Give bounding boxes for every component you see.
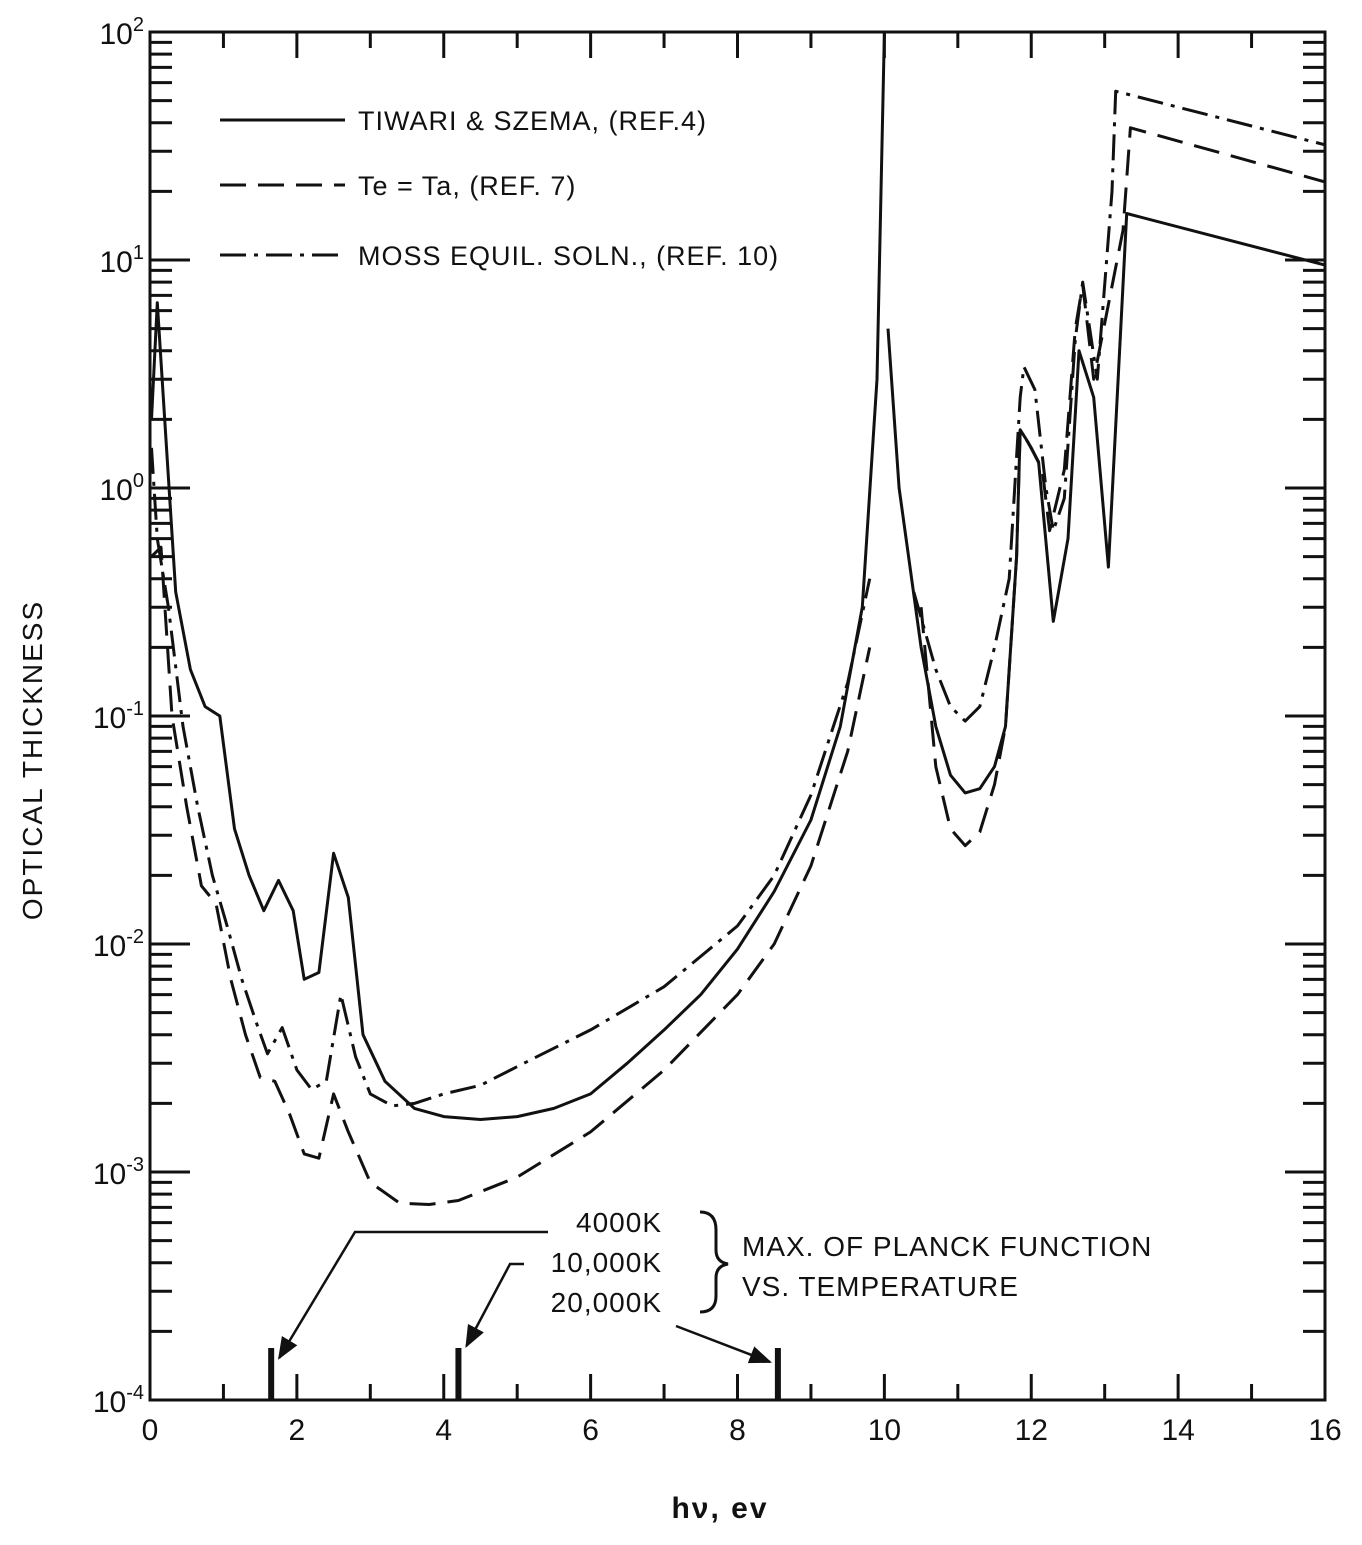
y-tick-label: 10-3 bbox=[93, 1154, 144, 1191]
temp-label-20000: 20,000K bbox=[551, 1287, 662, 1318]
y-tick-label: 10-4 bbox=[93, 1382, 144, 1419]
x-tick-label: 8 bbox=[729, 1414, 746, 1447]
legend-label-tiwari: TIWARI & SZEMA, (REF.4) bbox=[358, 106, 707, 136]
x-tick-label: 10 bbox=[868, 1414, 901, 1447]
series-line-1-left bbox=[150, 545, 872, 1206]
y-tick-label: 101 bbox=[100, 242, 145, 279]
planck-label-line2: VS. TEMPERATURE bbox=[742, 1271, 1019, 1302]
x-tick-label: 2 bbox=[289, 1414, 306, 1447]
y-tick-label: 10-2 bbox=[93, 926, 144, 963]
y-axis-title: OPTICAL THICKNESS bbox=[17, 600, 48, 920]
x-tick-label: 12 bbox=[1015, 1414, 1048, 1447]
legend: TIWARI & SZEMA, (REF.4) Te = Ta, (REF. 7… bbox=[220, 106, 779, 271]
temp-label-4000: 4000K bbox=[576, 1207, 662, 1238]
legend-label-te-ta: Te = Ta, (REF. 7) bbox=[358, 171, 576, 201]
series-line-2-left bbox=[150, 447, 872, 1108]
y-tick-label: 100 bbox=[100, 470, 145, 507]
y-tick-labels: 102 101 100 10-1 10-2 10-3 10-4 bbox=[93, 14, 144, 1419]
x-tick-labels: 0 2 4 6 8 10 12 14 16 bbox=[142, 1414, 1342, 1447]
brace bbox=[699, 1210, 729, 1314]
series-line-0-left bbox=[150, 31, 886, 1121]
x-tick-label: 0 bbox=[142, 1414, 159, 1447]
arrow-10000k bbox=[465, 1262, 524, 1348]
series-line-dash-dot-right bbox=[912, 89, 1326, 723]
temp-label-10000: 10,000K bbox=[551, 1247, 662, 1278]
planck-annotation: 4000K 10,000K 20,000K MAX. OF PLANCK FUN… bbox=[268, 1207, 1152, 1400]
x-tick-label: 4 bbox=[435, 1414, 452, 1447]
plot-frame bbox=[148, 30, 1327, 1402]
x-tick-label: 6 bbox=[582, 1414, 599, 1447]
arrow-4000k bbox=[278, 1230, 548, 1360]
axis-ticks bbox=[150, 30, 1325, 1400]
arrow-20000k bbox=[675, 1324, 772, 1364]
x-axis-title: hν, ev bbox=[671, 1492, 768, 1525]
curves bbox=[150, 31, 1326, 1206]
series-line-solid-right bbox=[886, 212, 1326, 795]
x-tick-label: 14 bbox=[1161, 1414, 1194, 1447]
series-line-dashed-right bbox=[919, 126, 1326, 848]
y-tick-label: 102 bbox=[100, 14, 145, 51]
x-tick-label: 16 bbox=[1308, 1414, 1341, 1447]
legend-label-moss: MOSS EQUIL. SOLN., (REF. 10) bbox=[358, 241, 779, 271]
y-tick-label: 10-1 bbox=[93, 698, 144, 735]
planck-label-line1: MAX. OF PLANCK FUNCTION bbox=[742, 1231, 1152, 1262]
